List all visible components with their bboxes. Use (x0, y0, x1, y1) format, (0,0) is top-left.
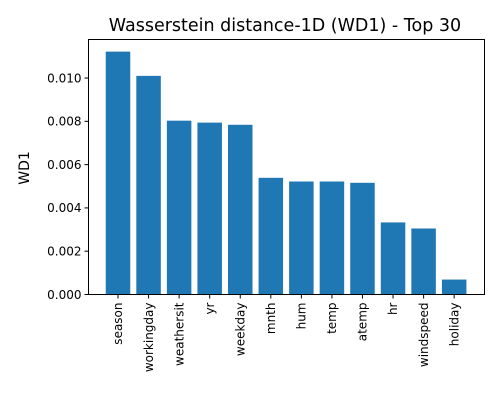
x-tick-label: temp (325, 303, 339, 334)
bar-temp (319, 181, 345, 295)
bar-atemp (350, 182, 375, 295)
x-tick-label: yr (203, 302, 217, 314)
bar-weathersit (166, 120, 192, 295)
bar-yr (197, 122, 222, 295)
bar-windspeed (411, 228, 436, 295)
y-ticks: 0.000 0.002 0.004 0.006 0.008 0.010 (47, 71, 89, 302)
bar-hr (380, 222, 406, 295)
x-ticks: season workingday weathersit yr weekday mnth h… (111, 294, 461, 373)
bar-weekday (227, 124, 253, 295)
x-tick-label: windspeed (417, 303, 431, 368)
x-tick-label: weekday (233, 303, 247, 357)
y-tick-label: 0.002 (47, 245, 81, 259)
y-tick-label: 0.010 (47, 71, 81, 85)
y-tick-label: 0.006 (47, 158, 81, 172)
bar-workingday (136, 75, 161, 295)
y-tick-label: 0.008 (47, 115, 81, 129)
chart-title: Wasserstein distance-1D (WD1) - Top 30 (109, 16, 461, 36)
y-tick-label: 0.004 (47, 201, 81, 215)
y-tick-label: 0.000 (47, 288, 81, 302)
plot-frame (88, 39, 485, 295)
x-tick-label: workingday (142, 303, 156, 373)
bar-mnth (258, 177, 284, 295)
bars (105, 51, 467, 295)
x-tick-label: season (111, 303, 125, 345)
y-axis-label: WD1 (17, 151, 33, 185)
x-tick-label: mnth (264, 303, 278, 335)
x-tick-label: holiday (447, 303, 461, 347)
x-tick-label: hr (386, 302, 400, 315)
bar-holiday (441, 279, 467, 295)
x-tick-label: atemp (356, 303, 370, 342)
x-tick-label: hum (295, 303, 309, 330)
bar-season (105, 51, 131, 295)
bar-hum (289, 181, 314, 295)
x-tick-label: weathersit (172, 302, 186, 366)
